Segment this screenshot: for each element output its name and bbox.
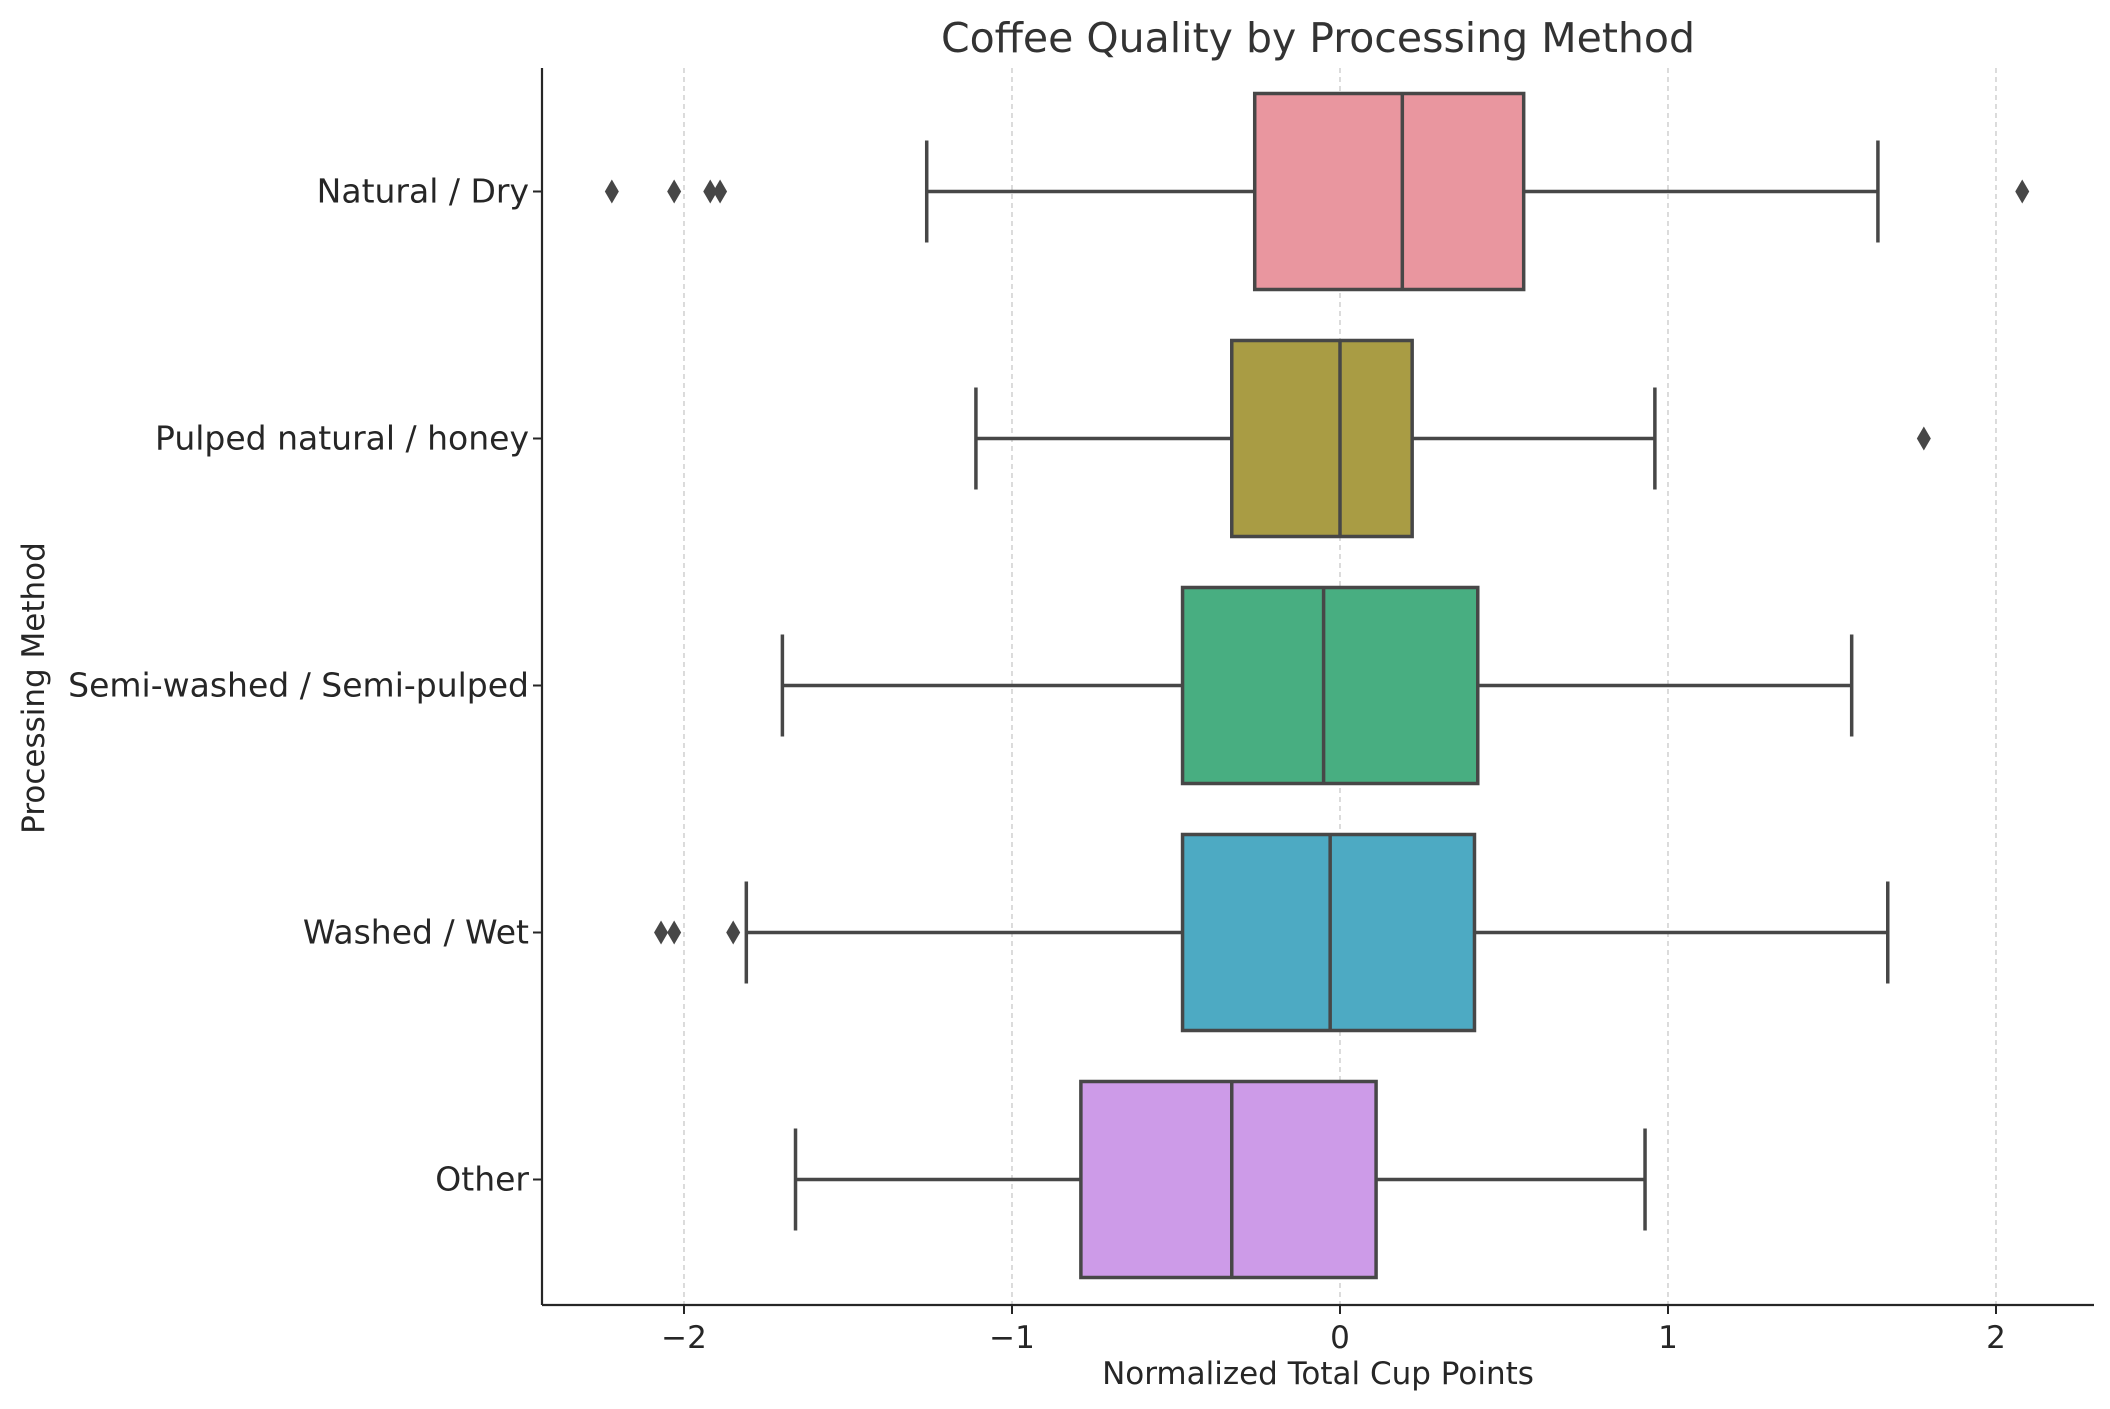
y-category-label: Washed / Wet bbox=[303, 913, 529, 952]
y-axis-label: Processing Method bbox=[16, 542, 52, 834]
iqr-box bbox=[1230, 338, 1414, 539]
y-category-label: Other bbox=[435, 1160, 529, 1199]
boxes bbox=[604, 91, 2030, 1280]
outlier-point bbox=[667, 179, 682, 204]
y-category-label: Semi-washed / Semi-pulped bbox=[68, 666, 529, 705]
iqr-box bbox=[1079, 1079, 1378, 1280]
x-tick-label: −2 bbox=[661, 1320, 707, 1356]
iqr-box bbox=[1252, 91, 1526, 292]
box-4 bbox=[793, 1079, 1647, 1280]
outlier-point bbox=[1916, 426, 1931, 451]
chart-title: Coffee Quality by Processing Method bbox=[941, 14, 1695, 62]
outlier-point bbox=[654, 920, 669, 945]
box-0 bbox=[604, 91, 2030, 292]
outlier-point bbox=[703, 179, 718, 204]
y-category-labels: Natural / Dry Pulped natural / honey Semi-… bbox=[68, 172, 542, 1199]
y-category-label: Pulped natural / honey bbox=[155, 419, 529, 458]
x-ticks: −2 −1 0 1 2 bbox=[661, 1305, 2006, 1356]
x-tick-label: 0 bbox=[1330, 1320, 1350, 1356]
outlier-point bbox=[726, 920, 741, 945]
outlier-point bbox=[604, 179, 619, 204]
x-tick-label: −1 bbox=[989, 1320, 1035, 1356]
outlier-point bbox=[667, 920, 682, 945]
x-axis-label: Normalized Total Cup Points bbox=[1102, 1356, 1534, 1392]
outlier-point bbox=[713, 179, 728, 204]
box-2 bbox=[780, 585, 1854, 786]
iqr-box bbox=[1180, 585, 1480, 786]
x-tick-label: 2 bbox=[1986, 1320, 2006, 1356]
outlier-point bbox=[2015, 179, 2030, 204]
y-category-label: Natural / Dry bbox=[317, 172, 529, 211]
x-tick-label: 1 bbox=[1658, 1320, 1678, 1356]
box-1 bbox=[974, 338, 1931, 539]
box-3 bbox=[654, 832, 1890, 1033]
